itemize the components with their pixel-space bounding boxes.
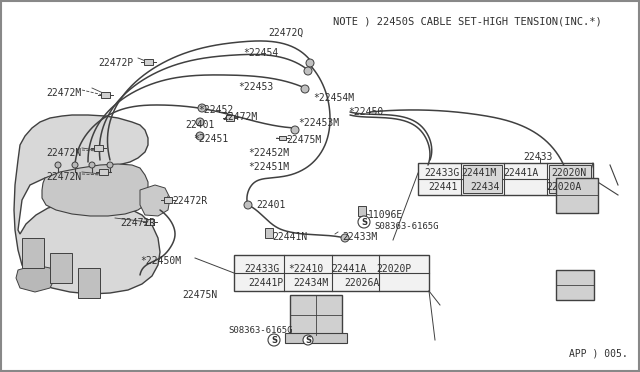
Text: 22433G: 22433G [244, 264, 279, 274]
Circle shape [196, 132, 204, 140]
Bar [265, 228, 273, 238]
Text: *22454M: *22454M [313, 93, 354, 103]
Text: S: S [361, 218, 367, 227]
Text: *22450M: *22450M [140, 256, 181, 266]
Circle shape [72, 162, 78, 168]
Circle shape [303, 335, 313, 345]
Circle shape [198, 104, 206, 112]
Text: 22475N: 22475N [182, 290, 217, 300]
Text: NOTE ) 22450S CABLE SET-HIGH TENSION(INC.*): NOTE ) 22450S CABLE SET-HIGH TENSION(INC… [333, 16, 602, 26]
Circle shape [89, 162, 95, 168]
Bar [226, 115, 234, 121]
Text: S08363-6165G: S08363-6165G [374, 222, 438, 231]
Bar [285, 333, 347, 343]
Text: 22434: 22434 [470, 182, 499, 192]
Text: 22020N: 22020N [551, 168, 586, 178]
Polygon shape [42, 164, 148, 216]
Polygon shape [16, 265, 55, 292]
Bar [78, 268, 100, 298]
Bar [278, 136, 285, 140]
Circle shape [196, 118, 204, 126]
Bar [290, 295, 342, 335]
Text: 22472R: 22472R [120, 218, 156, 228]
Polygon shape [14, 115, 160, 294]
Text: *22410: *22410 [288, 264, 323, 274]
Text: 22472P: 22472P [98, 58, 133, 68]
Text: 22441: 22441 [428, 182, 458, 192]
Text: 22433: 22433 [523, 152, 552, 162]
Circle shape [291, 126, 299, 134]
Circle shape [341, 234, 349, 242]
Text: *22453: *22453 [238, 82, 273, 92]
Text: S: S [305, 336, 311, 345]
Bar [358, 206, 366, 216]
Circle shape [107, 162, 113, 168]
Text: 22020P: 22020P [376, 264, 412, 274]
Circle shape [55, 162, 61, 168]
Text: 22472N: 22472N [46, 172, 81, 182]
Text: *22452: *22452 [198, 105, 233, 115]
Bar [556, 178, 598, 213]
Text: *22450: *22450 [348, 107, 383, 117]
Circle shape [268, 334, 280, 346]
Text: 22472R: 22472R [172, 196, 207, 206]
Text: 22475M: 22475M [286, 135, 321, 145]
Circle shape [306, 59, 314, 67]
Text: 22020A: 22020A [546, 182, 581, 192]
Bar [418, 163, 593, 195]
Text: *22451: *22451 [193, 134, 228, 144]
Bar [100, 92, 109, 98]
Text: 22472M: 22472M [46, 88, 81, 98]
Text: 22401: 22401 [256, 200, 285, 210]
Circle shape [301, 85, 309, 93]
Text: 22026A: 22026A [344, 278, 380, 288]
Circle shape [304, 67, 312, 75]
Text: 22441P: 22441P [248, 278, 284, 288]
Circle shape [244, 201, 252, 209]
Bar [146, 219, 154, 225]
Text: *22451M: *22451M [248, 162, 289, 172]
Circle shape [358, 216, 370, 228]
Text: 22472M: 22472M [222, 112, 257, 122]
Polygon shape [140, 185, 170, 216]
Text: 22441A: 22441A [503, 168, 538, 178]
Bar [548, 165, 591, 193]
Text: S08363-6165G: S08363-6165G [228, 326, 292, 335]
Bar [22, 238, 44, 268]
Text: *22452M: *22452M [248, 148, 289, 158]
Text: *22454: *22454 [243, 48, 278, 58]
Bar [164, 197, 172, 203]
Text: APP ) 005.: APP ) 005. [569, 348, 628, 358]
Bar [99, 169, 108, 175]
Text: 11096E: 11096E [368, 210, 403, 220]
Text: 22433M: 22433M [342, 232, 377, 242]
Text: 22472Q: 22472Q [268, 28, 303, 38]
Text: 22441M: 22441M [461, 168, 496, 178]
Text: 22434M: 22434M [293, 278, 328, 288]
Bar [556, 270, 594, 300]
Text: 22472N: 22472N [46, 148, 81, 158]
Text: 22441A: 22441A [331, 264, 366, 274]
Bar [143, 59, 152, 65]
Bar [463, 165, 502, 193]
Bar [50, 253, 72, 283]
Bar [93, 145, 102, 151]
Text: 22401: 22401 [185, 120, 214, 130]
Text: 22433G: 22433G [424, 168, 460, 178]
Text: S: S [271, 336, 277, 345]
Bar [234, 255, 429, 291]
Text: 22441N: 22441N [272, 232, 307, 242]
Text: *22453M: *22453M [298, 118, 339, 128]
